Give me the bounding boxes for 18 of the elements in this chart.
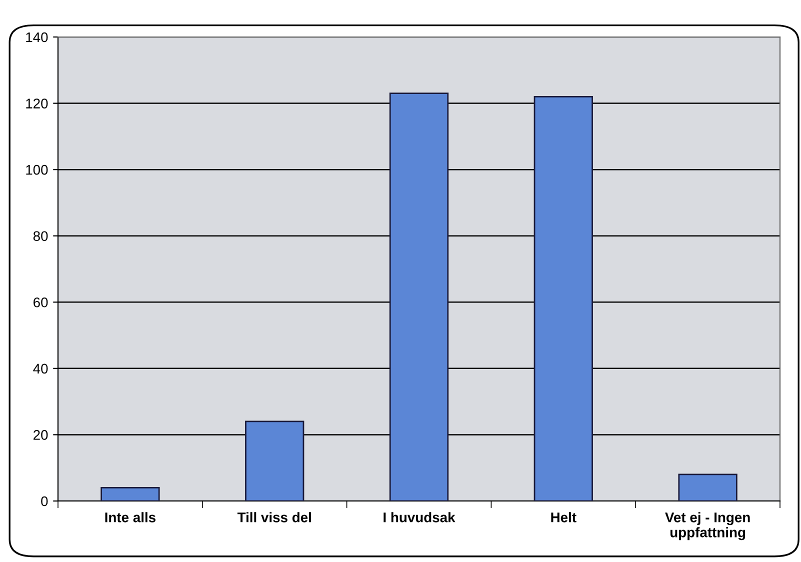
y-tick-label: 120 bbox=[26, 98, 48, 108]
y-tick-label: 0 bbox=[41, 496, 48, 506]
y-tick-label: 80 bbox=[33, 231, 48, 242]
x-tick-label: Inte alls bbox=[105, 512, 156, 522]
x-tick-label: Helt bbox=[551, 512, 576, 522]
bar bbox=[678, 474, 738, 501]
y-tick-label: 20 bbox=[34, 430, 48, 440]
y-tick-label: 140 bbox=[26, 32, 48, 42]
y-tick-label: 100 bbox=[26, 164, 48, 175]
bar bbox=[245, 420, 304, 501]
y-tick-label: 60 bbox=[34, 297, 48, 308]
bar bbox=[389, 92, 449, 501]
x-tick-label: Till viss del bbox=[237, 512, 311, 522]
x-tick-label: I huvudsak bbox=[384, 512, 456, 522]
bar bbox=[534, 96, 593, 501]
bar bbox=[100, 487, 160, 501]
y-tick-label: 40 bbox=[33, 364, 48, 374]
x-tick-label: Vet ej - Ingen uppfattning bbox=[665, 512, 750, 540]
